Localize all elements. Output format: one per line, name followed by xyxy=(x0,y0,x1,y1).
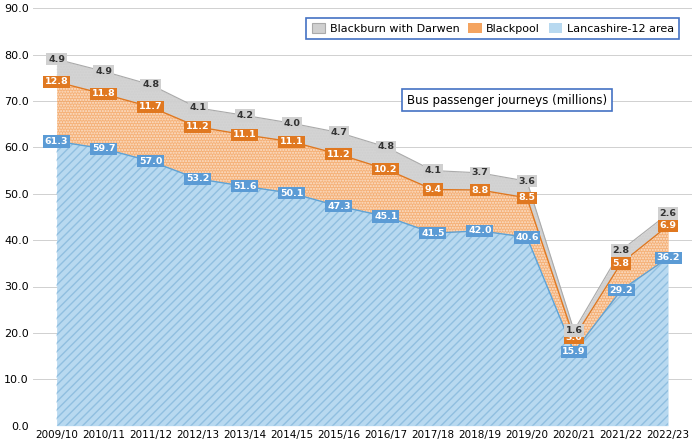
Text: 4.9: 4.9 xyxy=(95,67,112,76)
Text: 11.7: 11.7 xyxy=(139,103,163,111)
Text: 2.8: 2.8 xyxy=(612,246,630,255)
Text: 5.8: 5.8 xyxy=(613,259,630,268)
Text: 11.8: 11.8 xyxy=(91,90,115,99)
Text: 57.0: 57.0 xyxy=(139,157,163,166)
Text: 6.9: 6.9 xyxy=(660,221,676,230)
Text: 42.0: 42.0 xyxy=(468,226,491,235)
Text: 36.2: 36.2 xyxy=(656,253,680,262)
Text: 4.0: 4.0 xyxy=(283,119,300,128)
Text: 4.7: 4.7 xyxy=(330,128,348,137)
Text: 2.6: 2.6 xyxy=(660,209,676,218)
Text: 10.2: 10.2 xyxy=(374,165,398,174)
Text: 40.6: 40.6 xyxy=(515,233,539,242)
Text: 9.4: 9.4 xyxy=(424,185,441,194)
Text: 15.9: 15.9 xyxy=(563,347,586,357)
Text: 50.1: 50.1 xyxy=(280,189,304,198)
Text: 3.6: 3.6 xyxy=(519,177,535,186)
Text: 51.6: 51.6 xyxy=(233,182,256,191)
Text: 4.1: 4.1 xyxy=(424,166,441,175)
Text: 8.8: 8.8 xyxy=(471,186,489,194)
Text: 4.2: 4.2 xyxy=(236,111,253,120)
Text: 4.1: 4.1 xyxy=(189,103,206,112)
Text: 11.2: 11.2 xyxy=(186,123,209,131)
Text: 59.7: 59.7 xyxy=(92,144,115,153)
Legend: Blackburn with Darwen, Blackpool, Lancashire-12 area: Blackburn with Darwen, Blackpool, Lancas… xyxy=(306,18,679,40)
Text: 41.5: 41.5 xyxy=(421,229,445,238)
Text: 53.2: 53.2 xyxy=(186,174,209,183)
Text: 47.3: 47.3 xyxy=(327,202,350,211)
Text: 4.9: 4.9 xyxy=(48,55,65,63)
Text: Bus passenger journeys (millions): Bus passenger journeys (millions) xyxy=(407,94,607,107)
Text: 12.8: 12.8 xyxy=(45,77,68,87)
Text: 29.2: 29.2 xyxy=(609,285,633,295)
Text: 1.6: 1.6 xyxy=(565,326,583,335)
Text: 8.5: 8.5 xyxy=(519,194,535,202)
Text: 3.7: 3.7 xyxy=(471,168,489,177)
Text: 11.2: 11.2 xyxy=(327,150,350,159)
Text: 4.8: 4.8 xyxy=(378,143,394,151)
Text: 11.1: 11.1 xyxy=(233,130,257,139)
Text: 3.0: 3.0 xyxy=(565,333,582,342)
Text: 4.8: 4.8 xyxy=(142,80,159,89)
Text: 61.3: 61.3 xyxy=(45,137,68,146)
Text: 11.1: 11.1 xyxy=(280,137,304,146)
Text: 45.1: 45.1 xyxy=(374,212,398,221)
